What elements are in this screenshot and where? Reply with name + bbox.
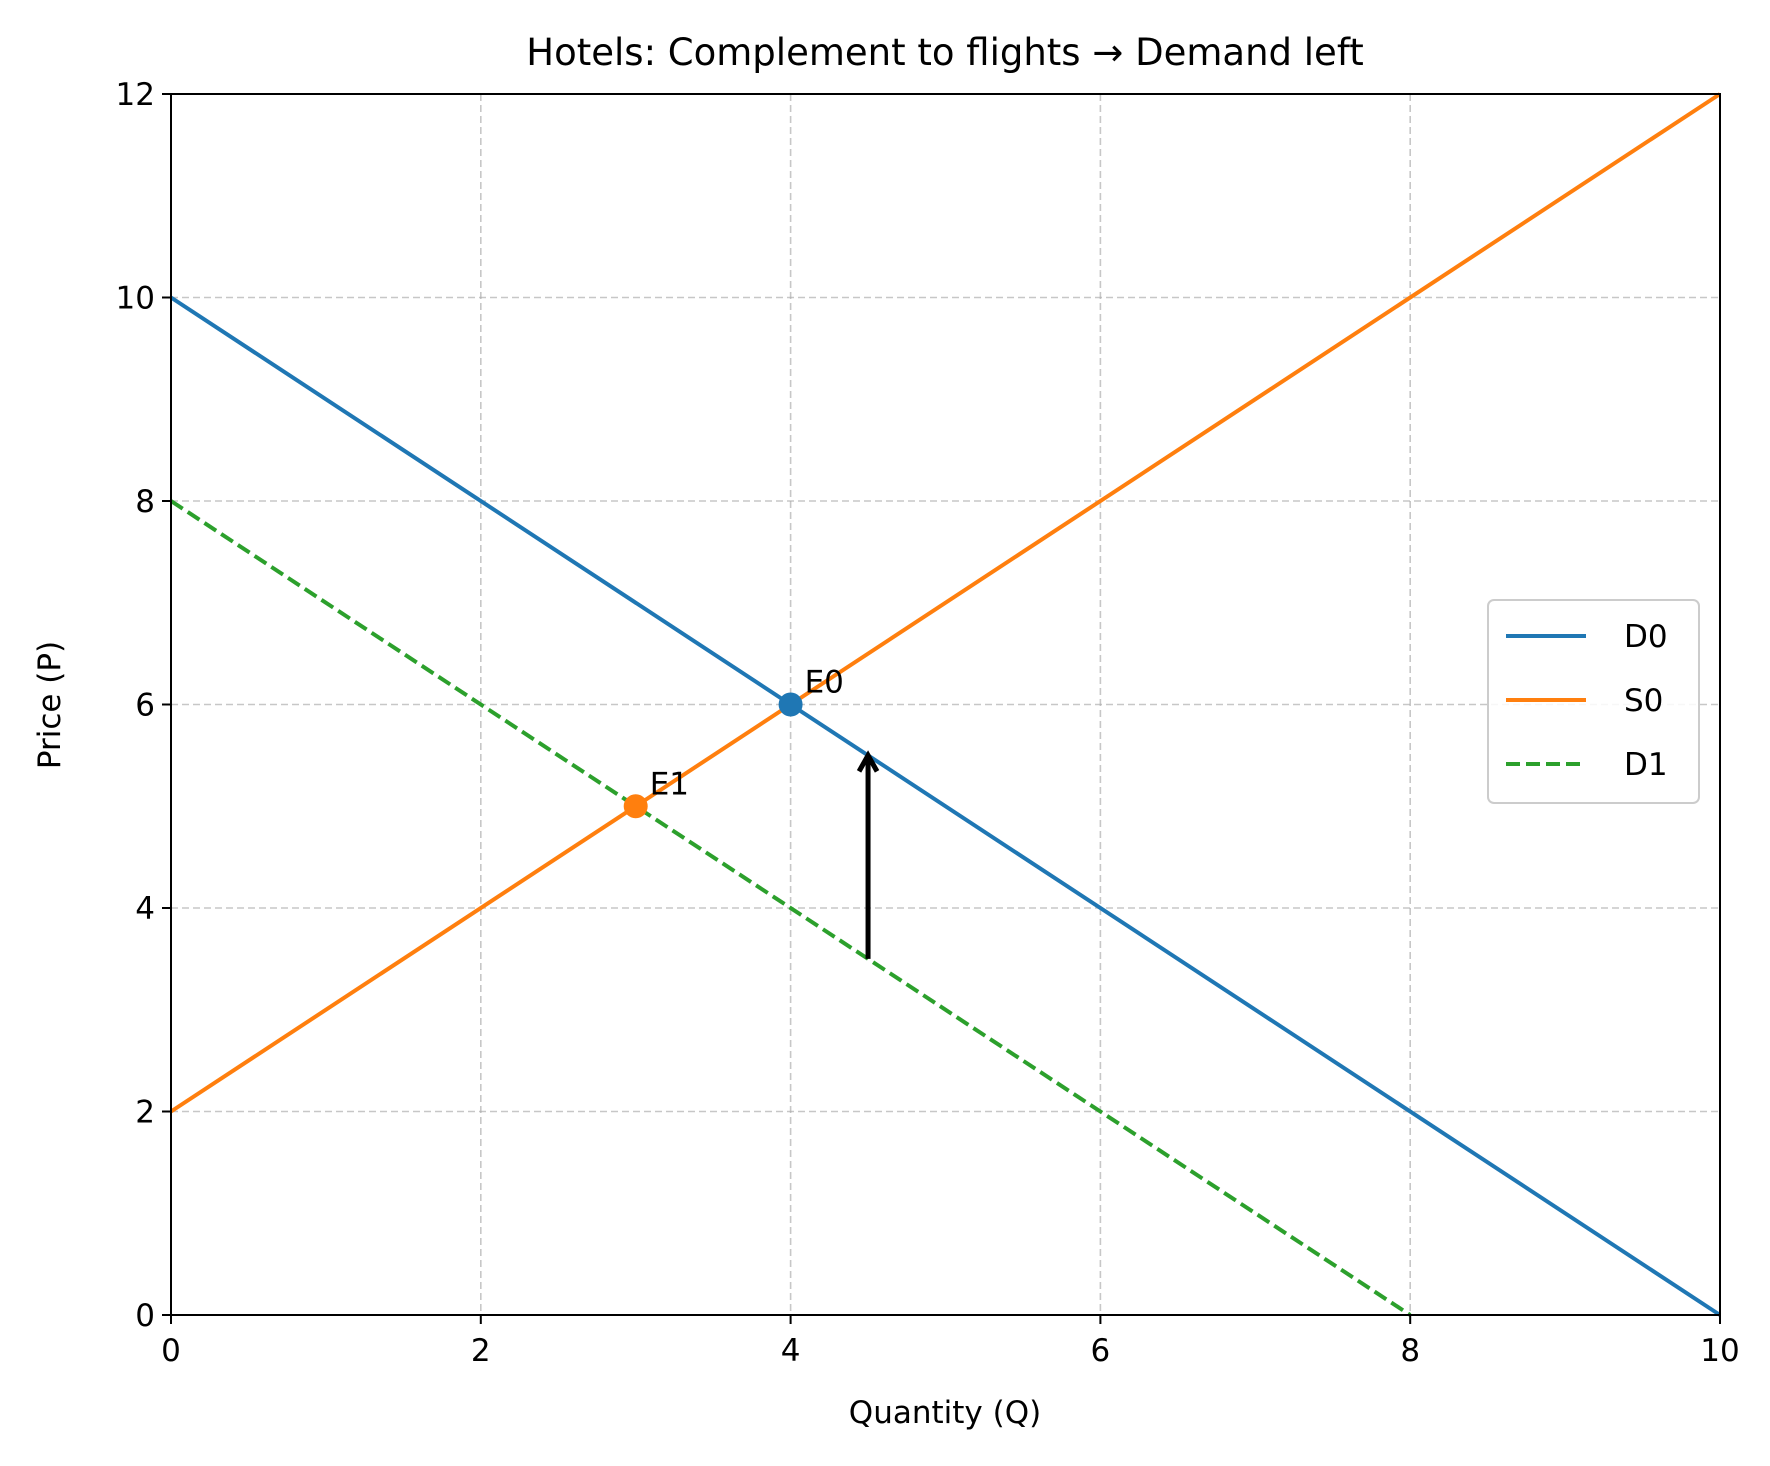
equilibrium-point-e0 xyxy=(778,692,803,717)
legend: D0 S0 D1 xyxy=(1487,599,1700,804)
series-line-d1 xyxy=(169,499,1412,1317)
series-layer xyxy=(169,92,1722,1317)
ticks: 0 2 4 6 8 10 0 2 4 6 8 10 12 xyxy=(116,77,1740,1369)
points-layer: E0 E1 xyxy=(623,665,844,819)
x-tick-label: 10 xyxy=(1700,1333,1739,1369)
legend-label-s0: S0 xyxy=(1624,683,1663,719)
series-line-s0 xyxy=(169,92,1722,1114)
legend-label-d1: D1 xyxy=(1624,747,1668,783)
chart-title: Hotels: Complement to flights → Demand l… xyxy=(526,31,1363,74)
y-tick-label: 4 xyxy=(135,891,155,927)
y-tick-label: 2 xyxy=(135,1095,155,1131)
x-tick-label: 2 xyxy=(471,1333,491,1369)
x-tick-label: 0 xyxy=(161,1333,181,1369)
legend-label-d0: D0 xyxy=(1624,619,1668,655)
shift-arrow-head xyxy=(856,750,880,773)
equilibrium-label-e0: E0 xyxy=(805,665,844,701)
series-line-d0 xyxy=(169,295,1722,1317)
x-axis-label: Quantity (Q) xyxy=(849,1395,1041,1431)
x-tick-label: 6 xyxy=(1091,1333,1111,1369)
y-axis-label: Price (P) xyxy=(32,641,68,769)
y-tick-label: 0 xyxy=(135,1298,155,1334)
y-tick-label: 12 xyxy=(116,77,155,113)
arrow-layer xyxy=(856,750,880,959)
equilibrium-label-e1: E1 xyxy=(650,766,689,802)
y-tick-label: 10 xyxy=(116,281,155,317)
x-tick-label: 4 xyxy=(781,1333,801,1369)
y-tick-label: 6 xyxy=(135,688,155,724)
y-tick-label: 8 xyxy=(135,484,155,520)
equilibrium-point-e1 xyxy=(623,794,648,819)
x-tick-label: 8 xyxy=(1400,1333,1420,1369)
legend-box xyxy=(1487,599,1700,804)
